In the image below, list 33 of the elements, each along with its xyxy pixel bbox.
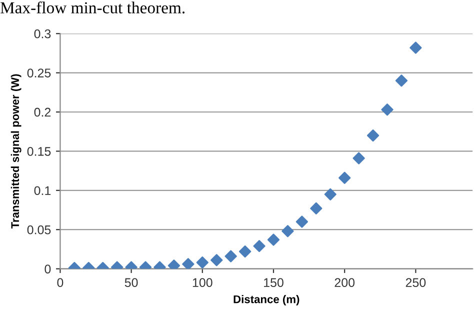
y-tick-label: 0.05 <box>27 225 51 234</box>
point <box>338 172 351 184</box>
point <box>238 245 252 258</box>
point <box>210 254 223 266</box>
x-tick-label: 200 <box>334 278 355 288</box>
y-tick-label: 0.25 <box>27 68 51 78</box>
x-tick-label: 250 <box>406 278 426 288</box>
y-tick-label: 0.1 <box>34 186 51 196</box>
y-tick-label: 0.15 <box>27 147 51 156</box>
y-tick-label: 0 <box>44 264 51 274</box>
point <box>366 129 380 142</box>
y-tick-label: 0.2 <box>34 108 51 117</box>
point <box>324 188 336 200</box>
point <box>182 258 194 269</box>
y-axis-title: Transmitted signal power (W) <box>10 74 22 229</box>
x-tick-label: 150 <box>264 278 284 288</box>
x-axis-title: Distance (m) <box>234 295 300 306</box>
x-tick-label: 50 <box>124 278 138 288</box>
point <box>267 234 280 246</box>
point <box>296 216 308 228</box>
point <box>282 225 294 238</box>
point <box>410 42 422 54</box>
y-tick-label: 0.3 <box>34 29 51 38</box>
point <box>352 152 365 164</box>
point <box>224 250 237 262</box>
point <box>253 240 266 252</box>
x-tick-label: 0 <box>57 278 64 288</box>
point <box>310 202 322 215</box>
text: Max-flow min-cut theorem. <box>0 2 184 14</box>
x-tick-label: 100 <box>192 278 212 288</box>
point <box>395 74 408 87</box>
point <box>381 104 394 116</box>
point <box>196 256 208 269</box>
